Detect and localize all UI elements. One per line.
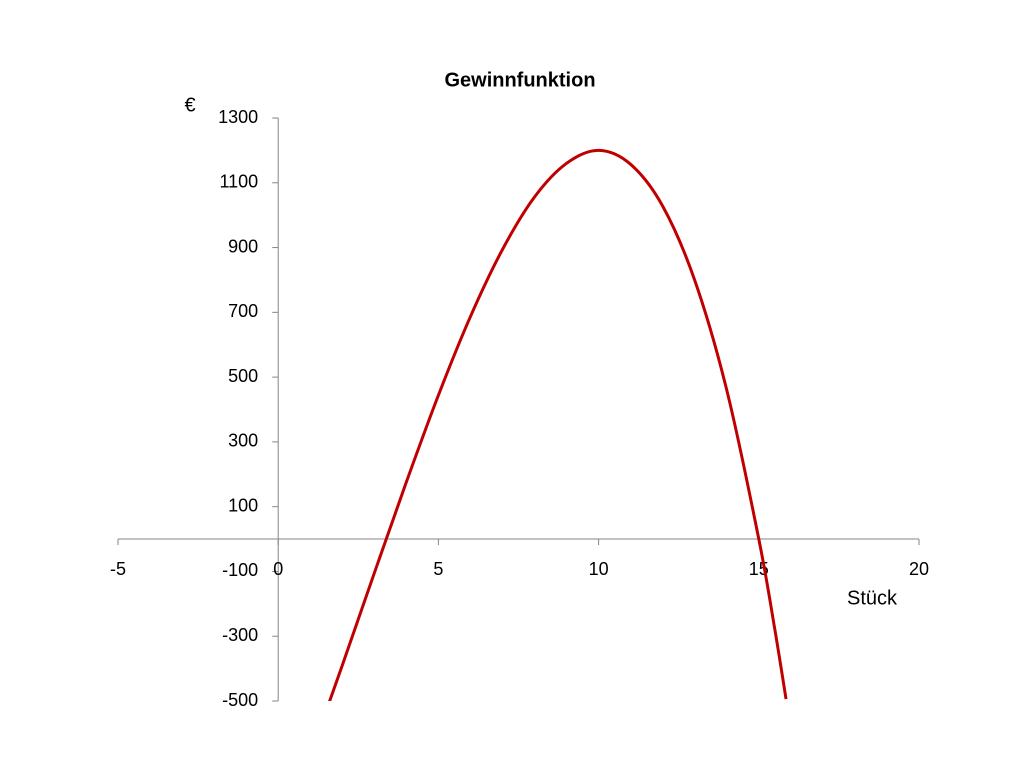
y-axis-label: € xyxy=(184,94,195,116)
y-tick-label: 1300 xyxy=(218,107,258,127)
y-tick-label: -100 xyxy=(222,560,258,580)
chart-title: Gewinnfunktion xyxy=(444,69,595,91)
y-tick-label: 900 xyxy=(228,236,258,256)
y-tick-label: 700 xyxy=(228,301,258,321)
x-tick-label: 0 xyxy=(273,559,283,579)
x-tick-label: 5 xyxy=(433,559,443,579)
x-tick-label: 10 xyxy=(589,559,609,579)
y-tick-label: 100 xyxy=(228,495,258,515)
y-tick-label: 1100 xyxy=(219,172,258,192)
x-tick-label: -5 xyxy=(110,559,126,579)
line-series xyxy=(328,148,788,701)
y-tick-label: 300 xyxy=(228,431,258,451)
y-tick-label: 500 xyxy=(228,366,258,386)
x-tick-label: 20 xyxy=(909,559,929,579)
x-axis-label: Stück xyxy=(847,587,898,609)
y-tick-label: -300 xyxy=(222,625,258,645)
y-tick-label: -500 xyxy=(222,690,258,710)
